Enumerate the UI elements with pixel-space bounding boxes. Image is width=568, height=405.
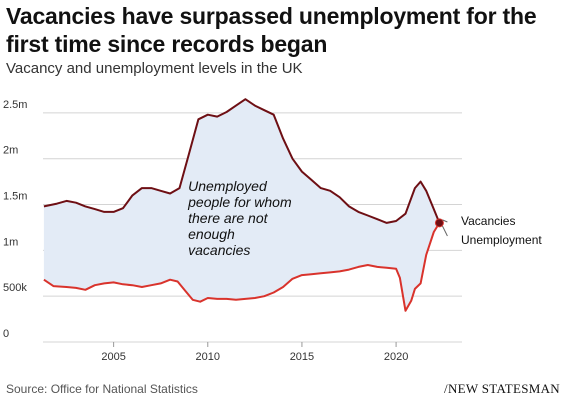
annotation-line-4: vacancies	[188, 242, 250, 258]
end-point-unemployment	[435, 219, 443, 227]
series-line-unemployment	[43, 98, 441, 224]
annotation-line-1: people for whom	[187, 194, 292, 210]
y-tick-label-2: 1m	[3, 236, 18, 248]
annotation-text: Unemployed people for whom there are not en…	[187, 178, 292, 258]
y-tick-label-3: 1.5m	[3, 191, 27, 203]
publisher-logo-text: NEW STATESMAN	[447, 381, 560, 396]
y-tick-label-4: 2m	[3, 145, 18, 157]
series-label-vacancies: Vacancies	[461, 214, 515, 228]
leader-unemployment	[441, 225, 448, 237]
series-line-vacancies	[43, 222, 441, 312]
annotation-line-2: there are not	[188, 210, 268, 226]
gap-fill-layer	[43, 99, 440, 311]
series-layer	[43, 98, 444, 312]
annotation-line-3: enough	[188, 226, 235, 242]
label-layer: Vacancies Unemployment Unemployed people fo…	[187, 178, 542, 258]
annotation-line-0: Unemployed	[188, 178, 268, 194]
y-tick-label-1: 500k	[3, 282, 27, 294]
y-tick-label-0: 0	[3, 328, 9, 340]
y-tick-label-5: 2.5m	[3, 99, 27, 111]
publisher-logo-glyph: /	[444, 381, 448, 396]
x-tick-label-2: 2015	[290, 351, 314, 363]
gap-area	[43, 99, 440, 311]
chart-title: Vacancies have surpassed unemployment fo…	[6, 3, 537, 57]
leader-vacancies	[442, 219, 448, 223]
series-label-unemployment: Unemployment	[461, 233, 542, 247]
chart-subtitle: Vacancy and unemployment levels in the U…	[6, 60, 303, 77]
x-tick-label-0: 2005	[101, 351, 125, 363]
publisher-logo: /NEW STATESMAN	[444, 381, 560, 397]
source-note: Source: Office for National Statistics	[6, 382, 198, 396]
x-tick-label-1: 2010	[196, 351, 220, 363]
x-tick-label-3: 2020	[384, 351, 408, 363]
